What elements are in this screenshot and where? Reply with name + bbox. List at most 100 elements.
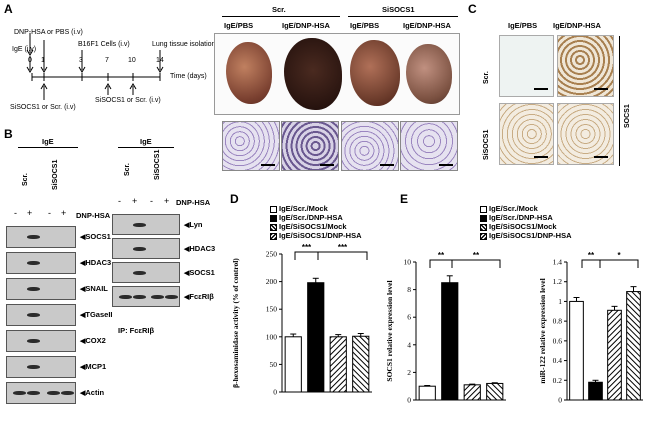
band bbox=[165, 295, 178, 299]
sig-bracket-2-1 bbox=[599, 259, 639, 268]
b-sign-4: + bbox=[61, 208, 67, 218]
bar-0-0 bbox=[284, 336, 302, 393]
b-ip-caption: IP: FcεRIβ bbox=[118, 326, 155, 335]
band bbox=[27, 365, 40, 369]
sig-label-1-0: ** bbox=[438, 251, 445, 260]
legend-e-text-3: IgE/SiSOCS1/Mock bbox=[489, 222, 557, 231]
bar-1-2 bbox=[463, 384, 481, 401]
lung-ige-dnp-scr bbox=[284, 38, 342, 110]
bar-2-2 bbox=[607, 309, 622, 401]
legend-d-item-4: IgE/SiSOCS1/DNP-HSA bbox=[270, 231, 362, 240]
b-ip-dnp: DNP-HSA bbox=[176, 198, 211, 207]
header-ige-pbs-1: IgE/PBS bbox=[224, 21, 254, 30]
b-sign-3: - bbox=[48, 208, 51, 218]
label-socs1: SOCS1 bbox=[80, 232, 110, 241]
legend-e-swatch-mock bbox=[480, 205, 487, 213]
b-dnp: DNP-HSA bbox=[76, 211, 111, 220]
header-scr-line bbox=[222, 16, 340, 17]
timeline-dnp-label: DNP-HSA or PBS (i.v) bbox=[14, 29, 83, 36]
y-axis-label-1: SOCS1 relative expression level bbox=[385, 280, 394, 381]
c-bracket-line bbox=[619, 36, 620, 166]
histology-ige-dnp-scr bbox=[281, 121, 339, 171]
label-actin: Actin bbox=[80, 388, 104, 397]
band bbox=[27, 287, 40, 291]
band bbox=[151, 295, 164, 299]
band bbox=[119, 295, 132, 299]
timeline-sisocs-label-2: SiSOCS1 or Scr. (i.v) bbox=[95, 97, 161, 104]
y-tick-label-2: 0.2 bbox=[553, 376, 563, 385]
legend-swatch-sisocs-dnp bbox=[270, 232, 277, 240]
timeline-lung-label: Lung tissue isolation bbox=[152, 41, 216, 48]
b-ige-line bbox=[18, 147, 78, 148]
label-cox2: COX2 bbox=[80, 336, 105, 345]
y-tick-label-1: 10 bbox=[404, 258, 412, 267]
header-sisocs-line bbox=[348, 16, 458, 17]
b-sign-2: + bbox=[27, 208, 33, 218]
tick-7: 7 bbox=[105, 57, 109, 64]
histology-ige-pbs-sisocs bbox=[341, 121, 399, 171]
band bbox=[27, 235, 40, 239]
timeline-sisocs-label-1: SiSOCS1 or Scr. (i.v) bbox=[10, 104, 76, 111]
panel-label-e: E bbox=[400, 192, 409, 206]
ip-blot-0 bbox=[112, 214, 180, 235]
blot-tgaseii bbox=[6, 304, 76, 326]
y-tick-label-0: 200 bbox=[266, 277, 278, 286]
b-ip-sign-4: + bbox=[164, 196, 170, 206]
b-ip-sign-1: - bbox=[118, 196, 121, 206]
panel-label-d: D bbox=[230, 192, 239, 206]
bar-0-3 bbox=[352, 335, 370, 393]
lung-ige-dnp-sisocs bbox=[406, 44, 452, 104]
header-ige-pbs-2: IgE/PBS bbox=[350, 21, 380, 30]
legend-swatch-mock bbox=[270, 205, 277, 213]
legend-d-item-3: IgE/SiSOCS1/Mock bbox=[270, 222, 362, 231]
y-tick-label-2: 0.8 bbox=[553, 317, 563, 326]
legend-swatch-dnp bbox=[270, 214, 277, 222]
b-ip-ige-line bbox=[118, 147, 174, 148]
y-tick-label-0: 0 bbox=[273, 388, 277, 397]
legend-d-text-4: IgE/SiSOCS1/DNP-HSA bbox=[279, 231, 362, 240]
legend-d-text-1: IgE/Scr./Mock bbox=[279, 204, 328, 213]
c-header-ige-dnp: IgE/DNP-HSA bbox=[553, 21, 601, 30]
y-tick-label-1: 0 bbox=[407, 396, 411, 405]
label-hdac3: HDAC3 bbox=[80, 258, 111, 267]
y-tick-label-0: 150 bbox=[266, 305, 278, 314]
bar-1-0 bbox=[418, 385, 436, 401]
y-tick-label-1: 8 bbox=[407, 285, 411, 294]
ip-blot-3 bbox=[112, 286, 180, 307]
timeline-time-label: Time (days) bbox=[170, 73, 207, 80]
b-ip-sign-2: + bbox=[132, 196, 138, 206]
tick-3: 3 bbox=[79, 57, 83, 64]
y-tick-label-0: 50 bbox=[270, 360, 278, 369]
y-tick-label-2: 0 bbox=[558, 396, 562, 405]
legend-e-text-1: IgE/Scr./Mock bbox=[489, 204, 538, 213]
header-scr: Scr. bbox=[272, 5, 286, 14]
y-tick-label-1: 6 bbox=[407, 313, 411, 322]
ihc-scr-pbs bbox=[499, 35, 554, 97]
y-tick-label-0: 250 bbox=[266, 250, 278, 259]
legend-e-item-4: IgE/SiSOCS1/DNP-HSA bbox=[480, 231, 572, 240]
bar-0-1 bbox=[307, 282, 325, 393]
band bbox=[47, 391, 60, 395]
bar-2-0 bbox=[569, 300, 584, 401]
tick-14: 14 bbox=[156, 57, 164, 64]
y-tick-label-2: 0.6 bbox=[553, 336, 563, 345]
band bbox=[133, 247, 146, 251]
band bbox=[27, 339, 40, 343]
y-tick-label-1: 4 bbox=[407, 340, 411, 349]
timeline-b16-label: B16F1 Cells (i.v) bbox=[78, 41, 130, 48]
ihc-scr-dnp bbox=[557, 35, 614, 97]
sig-bracket-2-0 bbox=[581, 259, 601, 268]
sig-bracket-0-1 bbox=[317, 251, 368, 260]
legend-e-swatch-sisocs-mock bbox=[480, 223, 487, 231]
legend-e-swatch-dnp bbox=[480, 214, 487, 222]
band bbox=[133, 223, 146, 227]
ip-label-3: FcεRIβ bbox=[184, 292, 213, 301]
label-snail: SNAIL bbox=[80, 284, 108, 293]
legend-e-item-3: IgE/SiSOCS1/Mock bbox=[480, 222, 572, 231]
ip-label-1: HDAC3 bbox=[184, 244, 215, 253]
sig-bracket-0-0 bbox=[294, 251, 319, 260]
y-tick-label-2: 1.2 bbox=[553, 277, 563, 286]
legend-d-item-1: IgE/Scr./Mock bbox=[270, 204, 362, 213]
tick-0: 0 bbox=[28, 57, 32, 64]
ip-blot-2 bbox=[112, 262, 180, 283]
